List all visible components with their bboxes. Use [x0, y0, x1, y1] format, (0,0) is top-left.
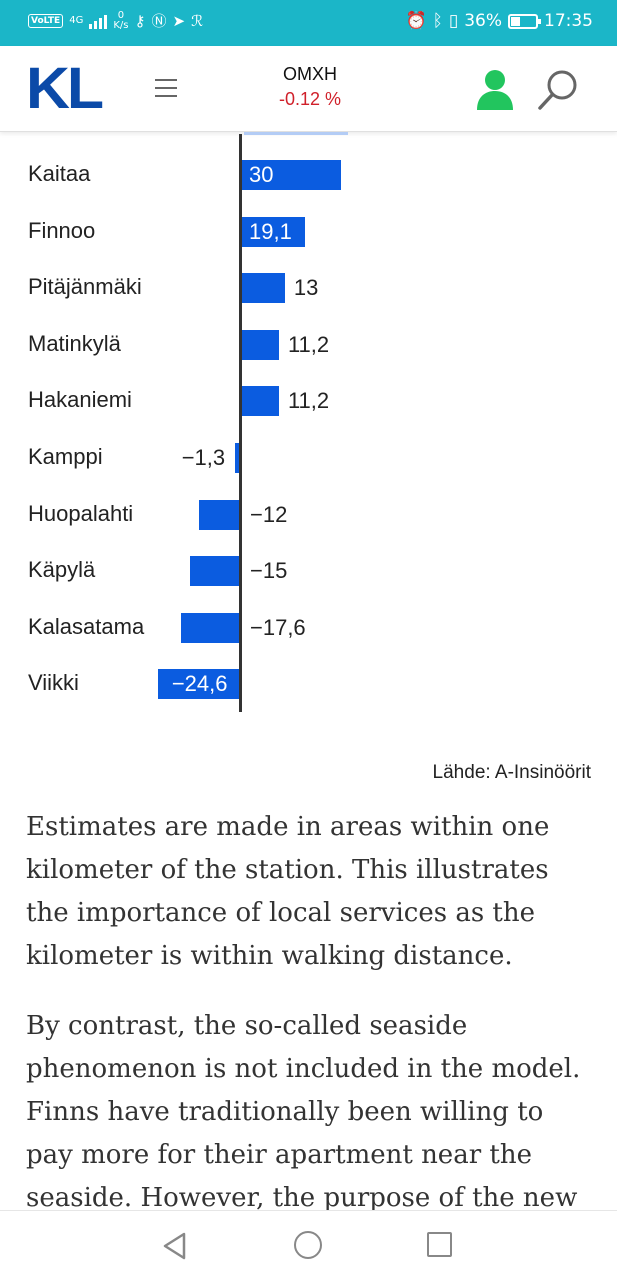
value-label: −1,3: [181, 445, 226, 470]
user-icon[interactable]: [476, 68, 514, 110]
nfc-icon: Ⓝ: [151, 12, 167, 30]
network-speed-unit: K/s: [113, 19, 129, 31]
chart-bar: [242, 386, 279, 417]
network-speed: 0 K/s: [113, 9, 129, 31]
network-type: 4G: [69, 14, 84, 26]
category-label: Finnoo: [28, 217, 96, 243]
ticker-name: OMXH: [283, 64, 337, 84]
chart-source: Lähde: A-Insinöörit: [432, 762, 591, 783]
category-label: Kaitaa: [28, 161, 91, 186]
alarm-icon: ⏰: [405, 11, 427, 31]
volte-icon: VoLTE: [28, 13, 64, 28]
status-left: VoLTE 4G 0 K/s ⚷ Ⓝ ➤ ℛ: [28, 10, 203, 31]
value-label: 30: [249, 162, 274, 187]
category-label: Huopalahti: [28, 500, 134, 526]
network-speed-value: 0: [117, 9, 125, 21]
battery-percent: 36%: [464, 11, 502, 31]
status-bar: VoLTE 4G 0 K/s ⚷ Ⓝ ➤ ℛ ⏰ ᛒ ▯ 36% 17:35: [0, 0, 617, 46]
category-label: Kamppi: [28, 444, 103, 469]
app-header: KL OMXH -0.12 %: [0, 46, 617, 132]
bar-chart: Lähde: A-Insinöörit Kaitaa 30 Finnoo 19,1 Pi…: [0, 132, 617, 783]
status-right: ⏰ ᛒ ▯ 36% 17:35: [405, 11, 593, 31]
search-icon[interactable]: [536, 68, 580, 112]
value-label: −24,6: [171, 671, 228, 697]
chart-bar: [242, 160, 341, 190]
home-icon[interactable]: [294, 1231, 322, 1259]
article-body: Estimates are made in areas within one k…: [26, 806, 596, 1247]
battery-fill: [511, 16, 520, 26]
chart-bar: [242, 273, 285, 304]
signal-icon: [89, 13, 108, 29]
zero-axis-line: [239, 134, 242, 712]
category-label: Matinkylä: [28, 330, 121, 356]
value-label: −17,6: [250, 614, 306, 640]
telegram-icon: ➤: [172, 11, 186, 30]
chart-bar: [180, 612, 239, 643]
system-nav-bar: [0, 1210, 617, 1280]
previous-bar-stub: [244, 132, 348, 135]
value-label: −15: [250, 558, 288, 584]
status-time: 17:35: [544, 11, 593, 31]
value-label: 11,2: [287, 388, 330, 414]
hamburger-menu-icon[interactable]: [155, 79, 177, 97]
stock-ticker[interactable]: OMXH -0.12 %: [230, 64, 390, 110]
chart-bar: [234, 443, 239, 473]
bluetooth-icon: ᛒ: [432, 11, 443, 31]
article-paragraph-2: By contrast, the so-called seaside pheno…: [26, 1011, 581, 1213]
chart-bar: [157, 669, 239, 700]
chart-bar: [189, 556, 239, 587]
chart-bar: [199, 499, 239, 530]
category-label: Pitäjänmäki: [28, 274, 142, 300]
back-icon[interactable]: [160, 1231, 190, 1261]
category-label: Viikki: [28, 670, 79, 696]
battery-icon: [508, 13, 541, 29]
chart-bar: [242, 329, 279, 360]
vibrate-icon: ▯: [448, 11, 459, 31]
value-label: 13: [293, 275, 319, 301]
app-notification-icon: ℛ: [191, 11, 204, 30]
chart-bar: [242, 216, 306, 247]
ticker-change: -0.12 %: [278, 89, 342, 109]
category-label: Käpylä: [28, 557, 96, 583]
value-label: 11,2: [287, 331, 330, 357]
kl-logo[interactable]: KL: [26, 56, 104, 121]
value-label: −12: [250, 501, 288, 527]
value-label: 19,1: [249, 218, 292, 244]
key-icon: ⚷: [134, 11, 146, 30]
category-label: Kalasatama: [28, 613, 145, 639]
recent-apps-icon[interactable]: [427, 1232, 452, 1257]
article-paragraph-1: Estimates are made in areas within one k…: [26, 812, 550, 971]
category-label: Hakaniemi: [28, 387, 132, 413]
